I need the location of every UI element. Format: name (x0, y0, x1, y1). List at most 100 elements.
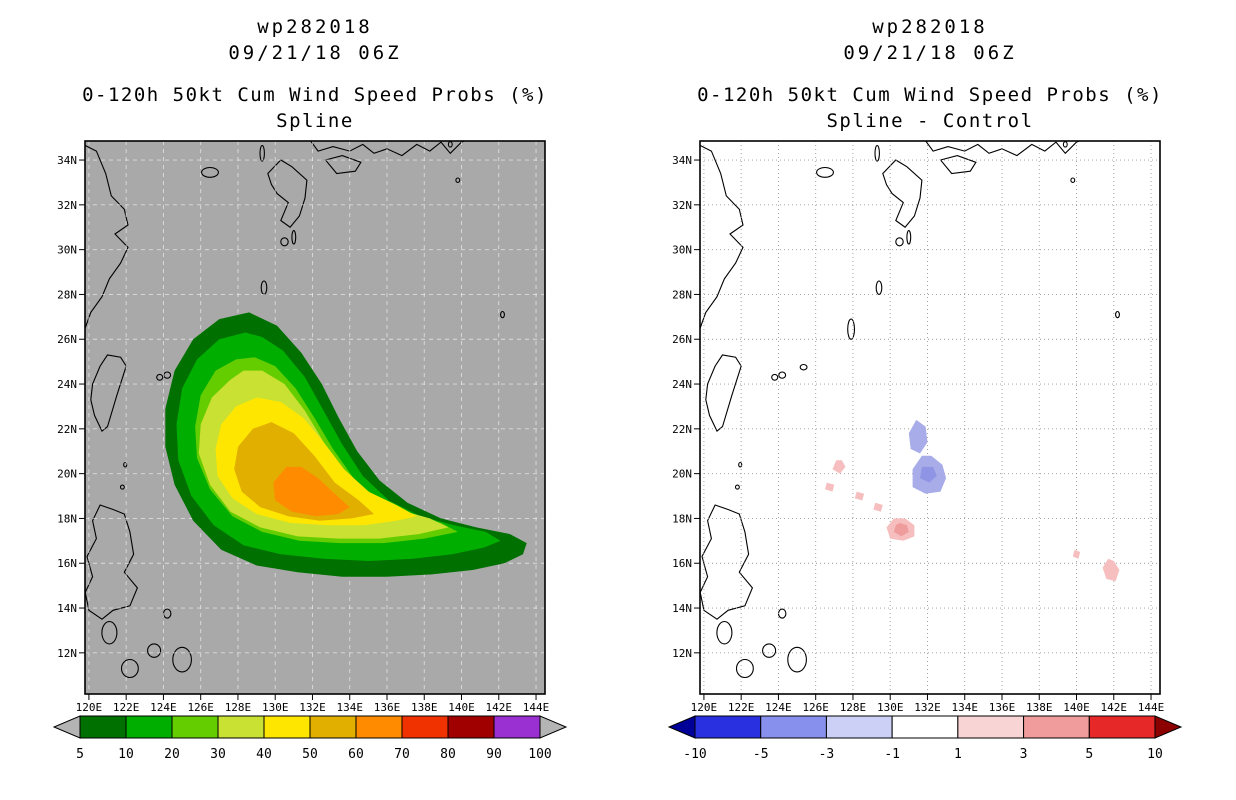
x-tick-label: 122E (728, 701, 755, 714)
x-tick-label: 136E (374, 701, 401, 714)
y-tick-label: 26N (672, 333, 692, 346)
colorbar-label: -1 (884, 747, 900, 762)
colorbar-box (493, 715, 541, 739)
x-tick-label: 124E (150, 701, 177, 714)
contour-level--3 (920, 466, 937, 483)
spline-minus-control-panel: wp282018 09/21/18 06Z 0-120h 50kt Cum Wi… (655, 0, 1205, 800)
island-jeju (201, 166, 219, 178)
x-tick-label: 138E (1026, 701, 1053, 714)
colorbar-label: 40 (256, 747, 272, 762)
island-batan (738, 461, 743, 468)
x-tick-label: 130E (877, 701, 904, 714)
colorbar-label: 50 (302, 747, 318, 762)
y-tick-label: 26N (57, 333, 77, 346)
colorbar-box (79, 715, 127, 739)
y-tick-label: 22N (57, 423, 77, 436)
contour-level-1 (1102, 558, 1120, 582)
x-tick-label: 134E (951, 701, 978, 714)
colorbar-label: 80 (440, 747, 456, 762)
y-tick-label: 24N (672, 378, 692, 391)
island-babuyan (119, 484, 125, 490)
x-tick-label: 126E (802, 701, 829, 714)
x-tick-label: 132E (914, 701, 941, 714)
colorbar-arrow-right (539, 715, 568, 739)
island-babuyan (734, 484, 740, 490)
x-tick-label: 144E (523, 701, 550, 714)
colorbar-box (694, 715, 762, 739)
y-tick-label: 22N (672, 423, 692, 436)
y-tick-label: 12N (57, 647, 77, 660)
colorbar-1: -10 -5 -3 -1 1 3 5 10 (667, 715, 1183, 762)
y-tick-label: 14N (672, 602, 692, 615)
x-tick-label: 138E (411, 701, 438, 714)
x-tick-label: 126E (187, 701, 214, 714)
island-yakushima (895, 237, 904, 247)
island-tanegashima (906, 230, 912, 245)
contour-level-3 (893, 522, 909, 537)
x-tick-label: 142E (1101, 701, 1128, 714)
x-tick-label: 120E (76, 701, 103, 714)
colorbar-labels: -10 -5 -3 -1 1 3 5 10 (683, 747, 1163, 762)
gridlines (700, 141, 1160, 694)
colorbar-label: -5 (753, 747, 769, 762)
island-izu-oshima (447, 141, 453, 148)
island-chichijima (1115, 310, 1120, 319)
contour-level-1 (854, 491, 865, 501)
method-label: Spline - Control (826, 110, 1034, 132)
contour-level--1 (908, 419, 928, 454)
y-tick-label: 34N (672, 154, 692, 167)
contour-fills (825, 419, 1120, 582)
island-tsushima (874, 144, 880, 162)
x-tick-label: 140E (1063, 701, 1090, 714)
contour-level-60 (273, 466, 350, 517)
x-tick-label: 144E (1138, 701, 1165, 714)
colorbar-box (217, 715, 265, 739)
colorbar-box (125, 715, 173, 739)
coast-taiwan (705, 354, 742, 432)
colorbar-arrow-right (1154, 715, 1183, 739)
init-time: 09/21/18 06Z (228, 42, 402, 64)
island-panay (120, 658, 139, 679)
map-frame (699, 140, 1161, 695)
colorbar-box (891, 715, 959, 739)
island-okinawa (847, 318, 856, 340)
colorbar-box (401, 715, 449, 739)
coast-luzon (85, 504, 139, 620)
island-amami (260, 280, 268, 295)
island-masbate (762, 643, 777, 658)
colorbar-box (171, 715, 219, 739)
x-tick-label: 128E (840, 701, 867, 714)
colorbar-box (447, 715, 495, 739)
colorbar-label: 10 (1147, 747, 1163, 762)
coast-china-coast (700, 144, 744, 329)
colorbar-box (355, 715, 403, 739)
island-mindoro (716, 620, 733, 645)
coast-luzon (700, 504, 754, 620)
storm-id: wp282018 (872, 16, 988, 38)
island-catanduanes (777, 608, 787, 619)
y-tick-label: 18N (57, 512, 77, 525)
island-mindoro (101, 620, 118, 645)
y-tick-label: 16N (672, 557, 692, 570)
island-jeju (816, 166, 834, 178)
spline-minus-control-titles: wp282018 09/21/18 06Z 0-120h 50kt Cum Wi… (670, 14, 1190, 134)
island-panay (735, 658, 754, 679)
colorbar-label: 30 (210, 747, 226, 762)
colorbar-label: 1 (954, 747, 962, 762)
island-tanegashima (291, 230, 297, 245)
island-izu-oshima (1062, 141, 1068, 148)
colorbar-label: 90 (486, 747, 502, 762)
axis-labels: 120E 122E 124E 126E 128E 130E 132E 134E 136E 138E… (57, 154, 549, 714)
colorbar-box (760, 715, 827, 739)
y-tick-label: 28N (672, 288, 692, 301)
colorbar-label: 20 (164, 747, 180, 762)
coast-china-coast (85, 144, 129, 329)
colorbar-box (825, 715, 893, 739)
contour-fills (165, 312, 527, 577)
x-tick-label: 142E (486, 701, 513, 714)
colorbar-label: -3 (819, 747, 835, 762)
ocean (700, 141, 1160, 694)
axis-labels: 120E 122E 124E 126E 128E 130E 132E 134E 136E 138E… (672, 154, 1164, 714)
product-title: 0-120h 50kt Cum Wind Speed Probs (%) (82, 84, 548, 106)
